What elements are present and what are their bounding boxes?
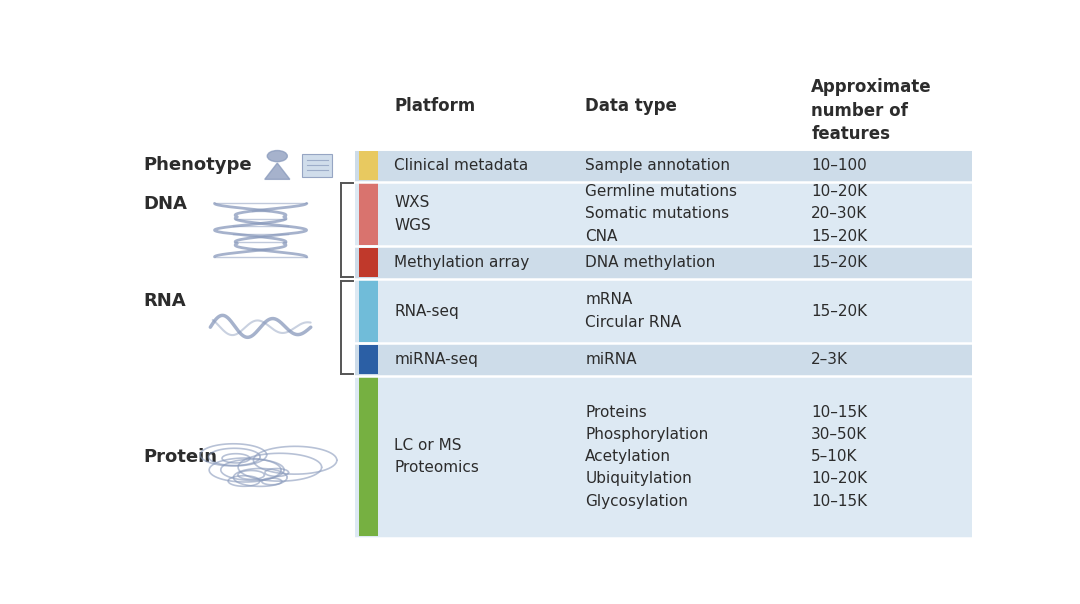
Text: LC or MS
Proteomics: LC or MS Proteomics	[394, 438, 480, 475]
Text: 15–20K: 15–20K	[811, 304, 867, 318]
Bar	[135, 72, 972, 149]
Bar	[360, 150, 378, 180]
Text: Approximate
number of
features: Approximate number of features	[811, 79, 932, 143]
Bar	[360, 280, 378, 342]
Bar	[355, 376, 976, 538]
Polygon shape	[265, 163, 289, 179]
Text: 10–100: 10–100	[811, 158, 867, 173]
Text: DNA methylation: DNA methylation	[585, 255, 716, 270]
Text: Sample annotation: Sample annotation	[585, 158, 730, 173]
Text: Data type: Data type	[585, 97, 677, 115]
Bar	[355, 278, 976, 344]
Text: miRNA: miRNA	[585, 352, 637, 367]
Bar	[355, 182, 976, 246]
Text: 2–3K: 2–3K	[811, 352, 848, 367]
Bar	[360, 345, 378, 374]
Text: WXS
WGS: WXS WGS	[394, 195, 431, 233]
Bar	[355, 344, 976, 376]
Circle shape	[267, 150, 287, 162]
Text: miRNA-seq: miRNA-seq	[394, 352, 478, 367]
Text: mRNA
Circular RNA: mRNA Circular RNA	[585, 292, 681, 330]
Bar	[302, 154, 332, 177]
Text: Protein: Protein	[144, 448, 217, 466]
Text: 10–15K
30–50K
5–10K
10–20K
10–15K: 10–15K 30–50K 5–10K 10–20K 10–15K	[811, 405, 867, 509]
Text: 10–20K
20–30K
15–20K: 10–20K 20–30K 15–20K	[811, 184, 867, 243]
Bar	[360, 183, 378, 245]
Bar	[360, 248, 378, 277]
Text: Germline mutations
Somatic mutations
CNA: Germline mutations Somatic mutations CNA	[585, 184, 738, 243]
Bar	[355, 149, 976, 182]
Bar	[360, 377, 378, 536]
Text: Methylation array: Methylation array	[394, 255, 529, 270]
Text: Clinical metadata: Clinical metadata	[394, 158, 529, 173]
Text: RNA-seq: RNA-seq	[394, 304, 459, 318]
Text: Platform: Platform	[394, 97, 475, 115]
Text: DNA: DNA	[144, 195, 187, 213]
Text: RNA: RNA	[144, 292, 186, 310]
Text: 15–20K: 15–20K	[811, 255, 867, 270]
Bar	[355, 246, 976, 278]
Text: Phenotype: Phenotype	[144, 156, 252, 175]
Text: Proteins
Phosphorylation
Acetylation
Ubiquitylation
Glycosylation: Proteins Phosphorylation Acetylation Ubi…	[585, 405, 708, 509]
